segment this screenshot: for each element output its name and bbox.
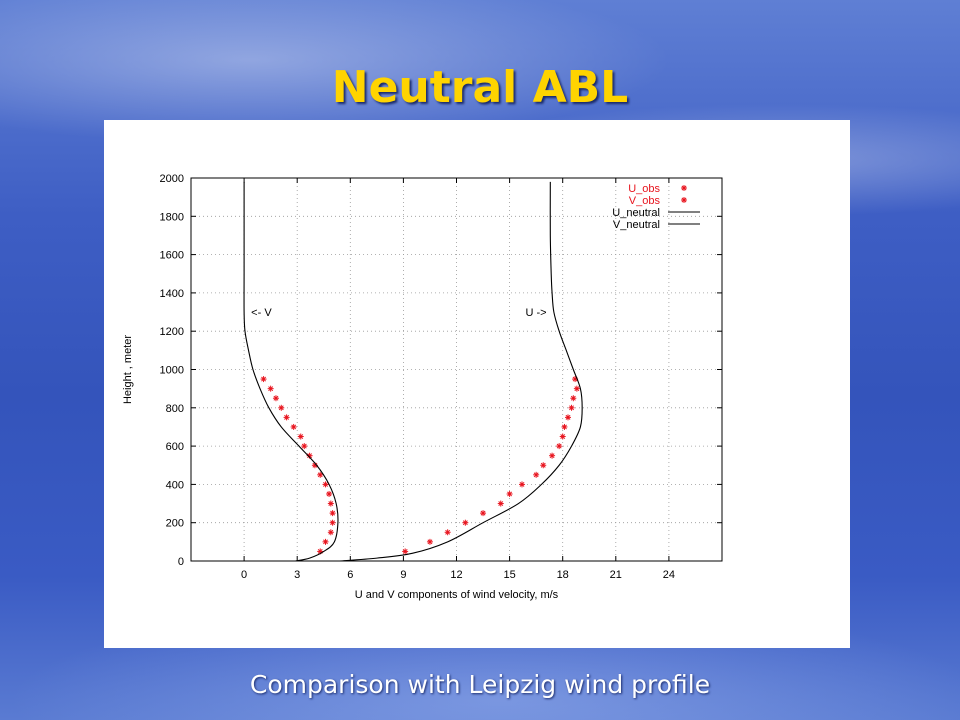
legend-swatch-u-obs — [681, 185, 687, 191]
x-tick-label: 15 — [503, 569, 515, 581]
data-point-v-obs — [322, 481, 329, 488]
y-tick-label: 1200 — [160, 326, 184, 338]
data-point-u-obs — [518, 481, 525, 488]
data-point-u-obs — [561, 423, 568, 430]
y-tick-label: 600 — [166, 441, 184, 453]
data-point-v-obs — [283, 414, 290, 421]
data-point-v-obs — [297, 433, 304, 440]
x-tick-label: 21 — [610, 569, 622, 581]
series-u-neutral — [339, 181, 583, 562]
x-tick-label: 3 — [294, 569, 300, 581]
x-tick-label: 18 — [557, 569, 569, 581]
data-point-u-obs — [565, 414, 572, 421]
y-tick-label: 1400 — [160, 288, 184, 300]
x-tick-label: 12 — [450, 569, 462, 581]
data-point-u-obs — [506, 490, 513, 497]
grid-lines — [191, 177, 722, 562]
data-point-v-obs — [329, 519, 336, 526]
data-point-u-obs — [573, 385, 580, 392]
legend-label-v-neutral: V_neutral — [613, 219, 660, 231]
data-point-u-obs — [540, 462, 547, 469]
y-tick-label: 1800 — [160, 211, 184, 223]
data-point-v-obs — [327, 529, 334, 536]
series-u-obs — [402, 376, 580, 555]
chart-panel: 0 3 6 9 12 15 18 21 24 0 200 400 600 800 1000 1200 1400 1… — [104, 120, 850, 648]
y-axis-label: Height , meter — [122, 335, 134, 404]
data-point-v-obs — [290, 423, 297, 430]
series-layer — [243, 181, 583, 562]
data-point-v-obs — [260, 376, 267, 383]
annotation-label: <- V — [251, 307, 272, 319]
data-point-u-obs — [402, 548, 409, 555]
y-tick-label: 0 — [178, 556, 184, 568]
legend-label-v-obs: V_obs — [629, 195, 661, 207]
annotation-label: U -> — [526, 307, 547, 319]
y-tick-label: 1600 — [160, 250, 184, 262]
x-tick-label: 24 — [663, 569, 675, 581]
slide-title: Neutral ABL — [331, 62, 629, 113]
annotations: <- V U -> — [251, 307, 546, 319]
data-point-u-obs — [533, 471, 540, 478]
data-point-v-obs — [272, 395, 279, 402]
y-tick-label: 200 — [166, 518, 184, 530]
data-point-v-obs — [267, 385, 274, 392]
plot-frame — [190, 177, 723, 562]
y-tick-label: 1000 — [160, 365, 184, 377]
x-tick-label: 0 — [241, 569, 247, 581]
data-point-u-obs — [549, 452, 556, 459]
legend-label-u-neutral: U_neutral — [612, 207, 660, 219]
data-point-v-obs — [322, 538, 329, 545]
data-point-u-obs — [556, 443, 563, 450]
data-point-u-obs — [559, 433, 566, 440]
legend-label-u-obs: U_obs — [628, 183, 660, 195]
data-point-u-obs — [497, 500, 504, 507]
x-tick-label: 9 — [400, 569, 406, 581]
data-point-u-obs — [570, 395, 577, 402]
data-point-u-obs — [462, 519, 469, 526]
axis-ticks: 0 3 6 9 12 15 18 21 24 0 200 400 600 800 1000 1200 1400 1… — [160, 173, 722, 581]
data-point-u-obs — [426, 538, 433, 545]
x-tick-label: 6 — [347, 569, 353, 581]
data-point-v-obs — [326, 490, 333, 497]
data-point-v-obs — [301, 443, 308, 450]
series-v-obs — [260, 376, 336, 555]
data-point-v-obs — [278, 404, 285, 411]
data-point-u-obs — [444, 529, 451, 536]
data-point-v-obs — [327, 500, 334, 507]
data-point-v-obs — [329, 510, 336, 517]
y-tick-label: 400 — [166, 479, 184, 491]
slide-caption: Comparison with Leipzig wind profile — [249, 670, 711, 699]
data-point-u-obs — [568, 404, 575, 411]
x-axis-label: U and V components of wind velocity, m/s — [355, 589, 559, 601]
series-v-neutral — [243, 181, 339, 562]
data-point-v-obs — [317, 471, 324, 478]
y-tick-label: 2000 — [160, 173, 184, 185]
wind-profile-chart: 0 3 6 9 12 15 18 21 24 0 200 400 600 800 1000 1200 1400 1… — [122, 173, 723, 601]
series-line-u-neutral — [339, 181, 583, 562]
legend-swatch-v-obs — [681, 197, 687, 203]
y-tick-label: 800 — [166, 403, 184, 415]
series-line-v-neutral — [243, 181, 339, 562]
data-point-u-obs — [480, 510, 487, 517]
